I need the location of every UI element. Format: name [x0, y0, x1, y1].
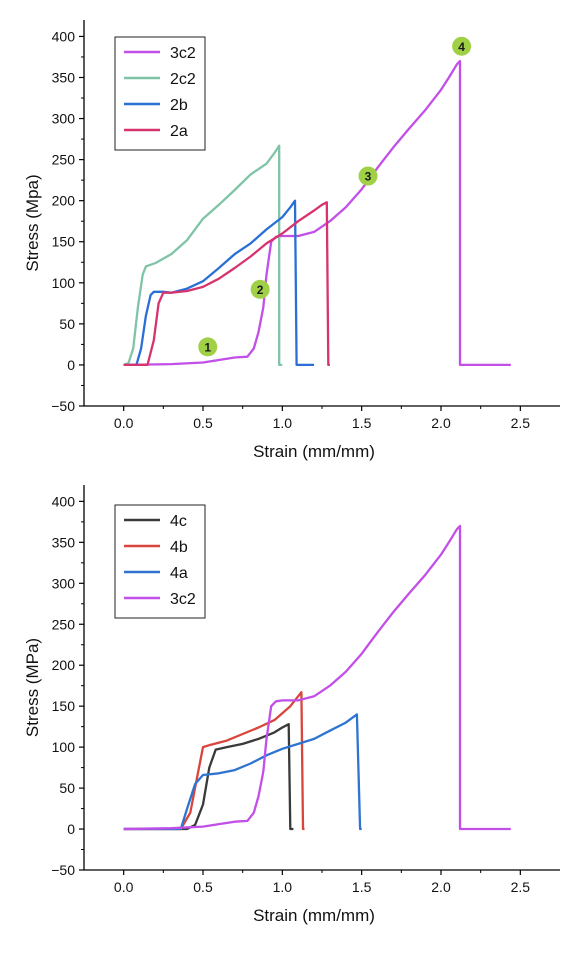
y-tick-label: 350 — [52, 534, 76, 550]
marker-2: 2 — [250, 279, 270, 299]
y-tick-label: −50 — [51, 398, 75, 414]
y-tick-label: 100 — [52, 275, 76, 291]
y-tick-label: 250 — [52, 152, 76, 168]
y-tick-label: 200 — [52, 657, 76, 673]
y-tick-label: 50 — [59, 316, 75, 332]
y-tick-label: 250 — [52, 616, 76, 632]
y-tick-label: 350 — [52, 69, 76, 85]
x-axis-label: Strain (mm/mm) — [253, 906, 375, 925]
y-tick-label: 300 — [52, 575, 76, 591]
marker-circle — [358, 166, 378, 186]
series-line-3c2 — [123, 59, 511, 367]
x-tick-label: 1.0 — [273, 879, 293, 895]
y-tick-label: 0 — [67, 357, 75, 373]
chart-panel-1: −50 0 50 100 150 200 250 300 350 400 0.0 0.5 1.0 1.5 2… — [23, 20, 560, 461]
y-tick-label: 50 — [59, 780, 75, 796]
series-line-2b — [123, 199, 315, 367]
y-tick-label: 100 — [52, 739, 76, 755]
x-axis-label: Strain (mm/mm) — [253, 442, 375, 461]
legend-label-4b: 4b — [170, 539, 188, 556]
legend-label-2a: 2a — [170, 123, 188, 140]
marker-label: 3 — [365, 170, 372, 184]
legend-label-3c2: 3c2 — [170, 591, 196, 608]
series-line-2a — [123, 201, 330, 367]
x-tick-label: 1.5 — [352, 879, 372, 895]
series-line-2c2 — [123, 144, 283, 367]
y-tick-label: 300 — [52, 111, 76, 127]
x-tick-label: 0.0 — [114, 879, 134, 895]
legend: 3c2 2c2 2b 2a — [114, 36, 206, 151]
marker-label: 2 — [257, 283, 264, 297]
x-tick-label: 2.0 — [431, 879, 451, 895]
x-tick-label: 2.0 — [431, 415, 451, 431]
y-tick-label: 200 — [52, 193, 76, 209]
x-tick-label: 2.5 — [511, 415, 531, 431]
marker-label: 4 — [458, 40, 465, 54]
x-tick-label: 1.0 — [273, 415, 293, 431]
marker-4: 4 — [452, 36, 472, 56]
legend-label-3c2: 3c2 — [170, 45, 196, 62]
legend-label-4a: 4a — [170, 565, 188, 582]
y-tick-label: −50 — [51, 862, 75, 878]
legend: 4c 4b 4a 3c2 — [114, 504, 206, 619]
marker-3: 3 — [358, 166, 378, 186]
series-line-4c — [123, 723, 294, 831]
series-line-3c2 — [123, 524, 511, 831]
marker-circle — [452, 36, 472, 56]
marker-1: 1 — [198, 337, 218, 357]
x-tick-label: 0.5 — [193, 415, 213, 431]
marker-circle — [250, 279, 270, 299]
y-tick-label: 150 — [52, 234, 76, 250]
legend-label-2b: 2b — [170, 97, 188, 114]
chart-panel-2: −50 0 50 100 150 200 250 300 350 400 0.0 0.5 1.0 1.5 2… — [23, 485, 560, 925]
x-tick-label: 2.5 — [511, 879, 531, 895]
y-tick-label: 0 — [67, 821, 75, 837]
y-tick-label: 400 — [52, 28, 76, 44]
y-tick-label: 150 — [52, 698, 76, 714]
y-tick-label: 400 — [52, 493, 76, 509]
x-tick-label: 1.5 — [352, 415, 372, 431]
x-tick-label: 0.5 — [193, 879, 213, 895]
series-line-4a — [123, 713, 362, 831]
x-tick-label: 0.0 — [114, 415, 134, 431]
series-line-4b — [123, 691, 305, 831]
marker-circle — [198, 337, 218, 357]
legend-label-4c: 4c — [170, 513, 187, 530]
y-axis-label: Stress (MPa) — [23, 638, 42, 737]
y-axis-label: Stress (Mpa) — [23, 174, 42, 271]
marker-label: 1 — [204, 340, 211, 354]
legend-label-2c2: 2c2 — [170, 71, 196, 88]
